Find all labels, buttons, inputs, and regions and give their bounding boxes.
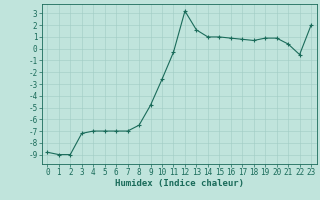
X-axis label: Humidex (Indice chaleur): Humidex (Indice chaleur) bbox=[115, 179, 244, 188]
